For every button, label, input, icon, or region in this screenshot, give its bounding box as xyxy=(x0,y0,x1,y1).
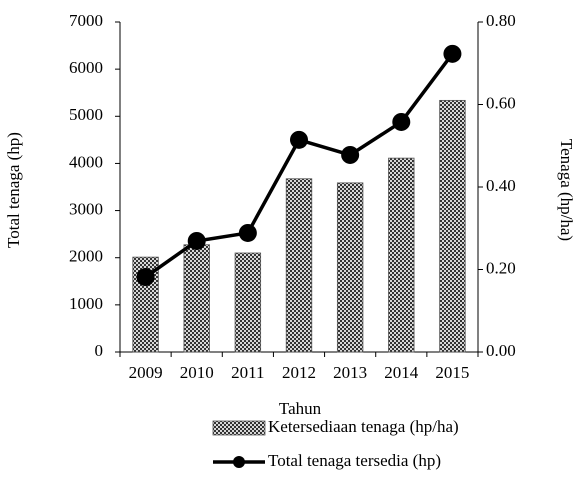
y2-tick-label: 0.60 xyxy=(486,93,516,112)
y-tick-label: 7000 xyxy=(69,11,103,30)
bar xyxy=(336,182,364,353)
y-tick-label: 0 xyxy=(95,341,104,360)
marker xyxy=(290,130,308,149)
marker xyxy=(341,145,360,164)
legend-label: Total tenaga tersedia (hp) xyxy=(268,451,441,470)
x-tick-label: 2009 xyxy=(129,363,163,382)
x-tick-label: 2015 xyxy=(435,363,469,382)
y2-axis-title: Tenaga (hp/ha) xyxy=(557,139,576,241)
bar xyxy=(234,252,262,353)
legend-label: Ketersediaan tenaga (hp/ha) xyxy=(268,417,459,436)
x-axis-title: Tahun xyxy=(279,399,322,418)
legend-swatch xyxy=(212,420,266,436)
y-tick-label: 1000 xyxy=(69,294,103,313)
bar xyxy=(388,157,415,353)
x-tick-label: 2013 xyxy=(333,363,367,382)
marker xyxy=(187,231,206,250)
x-tick-label: 2010 xyxy=(180,363,214,382)
marker xyxy=(443,44,462,63)
y2-tick-label: 0.20 xyxy=(486,258,516,277)
y-tick-label: 5000 xyxy=(69,105,103,124)
y-tick-label: 3000 xyxy=(69,199,103,218)
x-tick-label: 2012 xyxy=(282,363,316,382)
bar xyxy=(285,178,313,353)
bar xyxy=(183,244,210,353)
y2-tick-label: 0.00 xyxy=(486,341,516,360)
y-tick-label: 4000 xyxy=(69,152,103,171)
legend-marker xyxy=(233,456,245,468)
x-tick-label: 2011 xyxy=(231,363,264,382)
y2-tick-label: 0.40 xyxy=(486,176,516,195)
y-axis-title: Total tenaga (hp) xyxy=(4,132,23,248)
y2-tick-label: 0.80 xyxy=(486,11,516,30)
marker xyxy=(238,223,257,242)
marker xyxy=(136,268,155,287)
x-tick-label: 2014 xyxy=(384,363,419,382)
bar xyxy=(439,99,466,353)
marker xyxy=(392,112,411,131)
y-tick-label: 2000 xyxy=(69,247,103,266)
y-tick-label: 6000 xyxy=(69,58,103,77)
